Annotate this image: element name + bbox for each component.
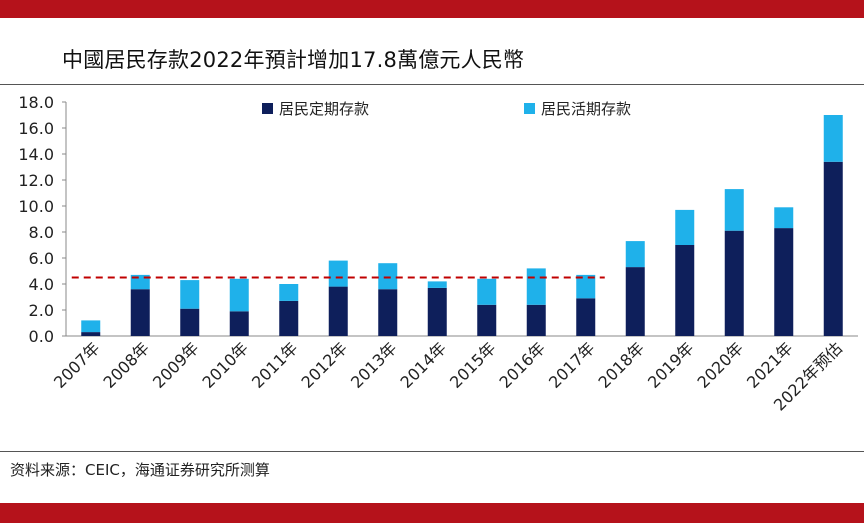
y-tick-label: 6.0 xyxy=(29,249,54,268)
bar-demand-deposit xyxy=(279,284,299,301)
bar-demand-deposit xyxy=(328,260,348,287)
source-divider xyxy=(0,451,864,452)
legend-swatch-fixed xyxy=(262,103,273,114)
legend-label-fixed: 居民定期存款 xyxy=(279,100,370,118)
x-tick-label: 2017年 xyxy=(545,338,599,392)
x-tick-label: 2008年 xyxy=(100,338,154,392)
bar-demand-deposit xyxy=(576,274,596,299)
chart-title: 中國居民存款2022年預計增加17.8萬億元人民幣 xyxy=(62,48,525,72)
bar-fixed-deposit xyxy=(328,286,348,336)
x-tick-label: 2007年 xyxy=(50,338,104,392)
bar-fixed-deposit xyxy=(229,311,249,336)
stacked-bar-chart: 2007年2008年2009年2010年2011年2012年2013年2014年… xyxy=(18,93,858,415)
y-tick-label: 2.0 xyxy=(29,301,54,320)
bar-demand-deposit xyxy=(774,207,794,229)
chart-bars xyxy=(81,115,843,336)
bottom-banner xyxy=(0,503,864,523)
bar-demand-deposit xyxy=(378,263,398,290)
bar-fixed-deposit xyxy=(279,300,299,336)
source-note: 资料来源：CEIC，海通证券研究所测算 xyxy=(10,461,270,479)
y-tick-label: 16.0 xyxy=(18,119,54,138)
bar-demand-deposit xyxy=(526,268,546,305)
bar-demand-deposit xyxy=(81,320,101,333)
bar-demand-deposit xyxy=(229,278,249,312)
bar-fixed-deposit xyxy=(180,308,200,336)
x-tick-label: 2009年 xyxy=(149,338,203,392)
y-tick-label: 12.0 xyxy=(18,171,54,190)
y-tick-label: 18.0 xyxy=(18,93,54,112)
bar-fixed-deposit xyxy=(625,267,645,336)
bar-fixed-deposit xyxy=(81,332,101,336)
legend-swatch-demand xyxy=(524,103,535,114)
bar-fixed-deposit xyxy=(724,230,744,336)
x-tick-label: 2014年 xyxy=(397,338,451,392)
bar-demand-deposit xyxy=(823,115,843,162)
y-tick-label: 10.0 xyxy=(18,197,54,216)
bar-fixed-deposit xyxy=(378,289,398,336)
top-banner xyxy=(0,0,864,18)
bar-demand-deposit xyxy=(477,278,497,305)
x-tick-label: 2012年 xyxy=(298,338,352,392)
bar-demand-deposit xyxy=(180,280,200,309)
y-tick-label: 0.0 xyxy=(29,327,54,346)
x-tick-label: 2019年 xyxy=(644,338,698,392)
y-tick-label: 14.0 xyxy=(18,145,54,164)
y-tick-label: 4.0 xyxy=(29,275,54,294)
bar-demand-deposit xyxy=(675,209,695,245)
bar-fixed-deposit xyxy=(774,228,794,336)
y-axis-labels: 0.0 2.0 4.0 6.0 8.0 10.0 12.0 14.0 16.0 18.0 xyxy=(18,93,54,346)
x-tick-label: 2018年 xyxy=(595,338,649,392)
bar-demand-deposit xyxy=(625,241,645,268)
bar-demand-deposit xyxy=(427,281,447,288)
x-tick-label: 2013年 xyxy=(347,338,401,392)
bar-fixed-deposit xyxy=(576,298,596,336)
x-tick-label: 2016年 xyxy=(496,338,550,392)
x-tick-label: 2015年 xyxy=(446,338,500,392)
bar-demand-deposit xyxy=(724,189,744,231)
x-axis-labels: 2007年2008年2009年2010年2011年2012年2013年2014年… xyxy=(50,338,846,414)
bar-fixed-deposit xyxy=(526,304,546,336)
bar-fixed-deposit xyxy=(427,287,447,336)
y-tick-label: 8.0 xyxy=(29,223,54,242)
legend-label-demand: 居民活期存款 xyxy=(541,100,632,118)
x-tick-label: 2020年 xyxy=(694,338,748,392)
title-divider xyxy=(0,84,864,85)
bar-fixed-deposit xyxy=(675,245,695,336)
bar-fixed-deposit xyxy=(130,289,150,336)
bar-fixed-deposit xyxy=(477,304,497,336)
bar-fixed-deposit xyxy=(823,161,843,336)
x-tick-label: 2011年 xyxy=(248,338,302,392)
x-tick-label: 2010年 xyxy=(199,338,253,392)
